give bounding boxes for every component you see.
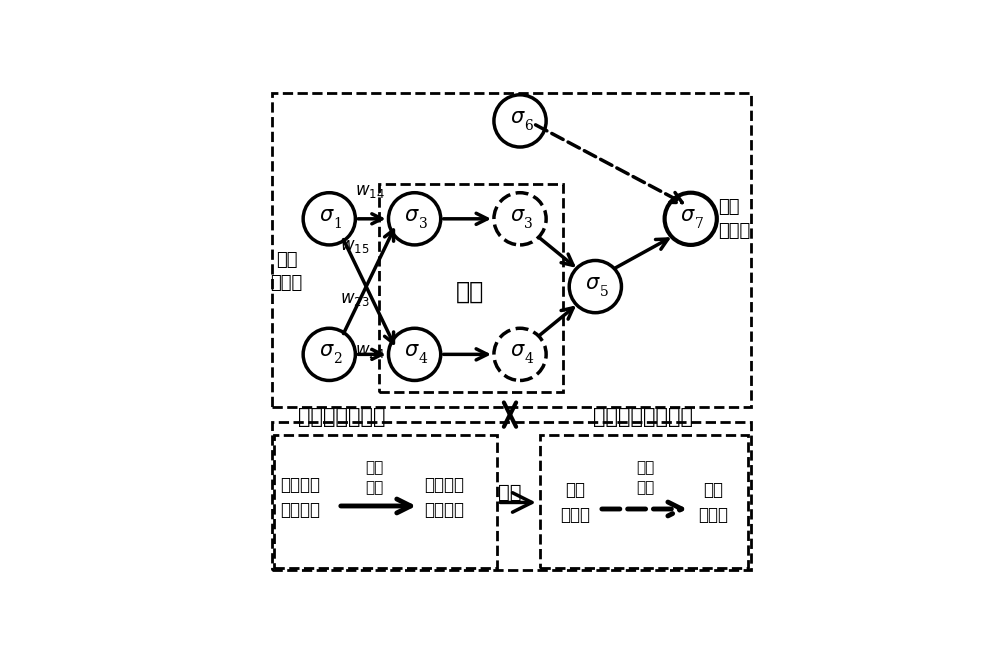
Text: $\sigma$: $\sigma$	[680, 206, 696, 225]
Text: 7: 7	[695, 217, 704, 231]
Text: 推理
突触: 推理 突触	[636, 460, 655, 495]
Circle shape	[569, 261, 621, 313]
Text: $\sigma$: $\sigma$	[585, 274, 601, 293]
Text: 输出
神经元: 输出 神经元	[718, 198, 751, 240]
Text: 初始脉冲值校正: 初始脉冲值校正	[298, 407, 386, 427]
Text: 6: 6	[524, 119, 533, 133]
Text: 时序突触
前神经元: 时序突触 前神经元	[281, 476, 321, 519]
Text: $\sigma$: $\sigma$	[319, 206, 335, 225]
Text: 4: 4	[419, 352, 428, 366]
Text: $\sigma$: $\sigma$	[319, 342, 335, 361]
Circle shape	[303, 193, 355, 245]
Text: $\sigma$: $\sigma$	[510, 342, 525, 361]
Text: 1: 1	[333, 217, 342, 231]
Text: 3: 3	[419, 217, 428, 231]
Text: $\sigma$: $\sigma$	[510, 206, 525, 225]
FancyBboxPatch shape	[272, 422, 751, 570]
Circle shape	[388, 328, 441, 381]
Text: 4: 4	[524, 352, 533, 366]
Text: $w_{15}$: $w_{15}$	[340, 238, 369, 255]
Text: 时序突触
后神经元: 时序突触 后神经元	[424, 476, 464, 519]
Text: 2: 2	[333, 352, 342, 366]
Circle shape	[303, 328, 355, 381]
Text: $\sigma$: $\sigma$	[404, 342, 420, 361]
Text: 推理
神经元: 推理 神经元	[698, 481, 728, 524]
Circle shape	[494, 193, 546, 245]
Circle shape	[665, 193, 717, 245]
Text: 推理
神经元: 推理 神经元	[560, 481, 590, 524]
Text: $\sigma$: $\sigma$	[510, 108, 525, 127]
Text: 3: 3	[524, 217, 533, 231]
FancyBboxPatch shape	[379, 184, 563, 392]
Text: 输入
神经元: 输入 神经元	[270, 251, 303, 292]
Text: 5: 5	[599, 285, 608, 299]
Text: 变异: 变异	[456, 280, 484, 304]
Text: $w_{24}$: $w_{24}$	[355, 344, 384, 361]
Text: 变异: 变异	[498, 483, 522, 502]
FancyBboxPatch shape	[274, 435, 497, 568]
Text: $w_{14}$: $w_{14}$	[355, 183, 384, 200]
FancyBboxPatch shape	[272, 93, 751, 407]
Text: $\sigma$: $\sigma$	[404, 206, 420, 225]
Text: 时序
突触: 时序 突触	[365, 460, 384, 495]
FancyBboxPatch shape	[540, 435, 748, 568]
Circle shape	[494, 95, 546, 147]
Circle shape	[388, 193, 441, 245]
Circle shape	[494, 328, 546, 381]
Text: 脉冲值推理与计算: 脉冲值推理与计算	[593, 407, 693, 427]
Text: $w_{23}$: $w_{23}$	[340, 291, 369, 308]
